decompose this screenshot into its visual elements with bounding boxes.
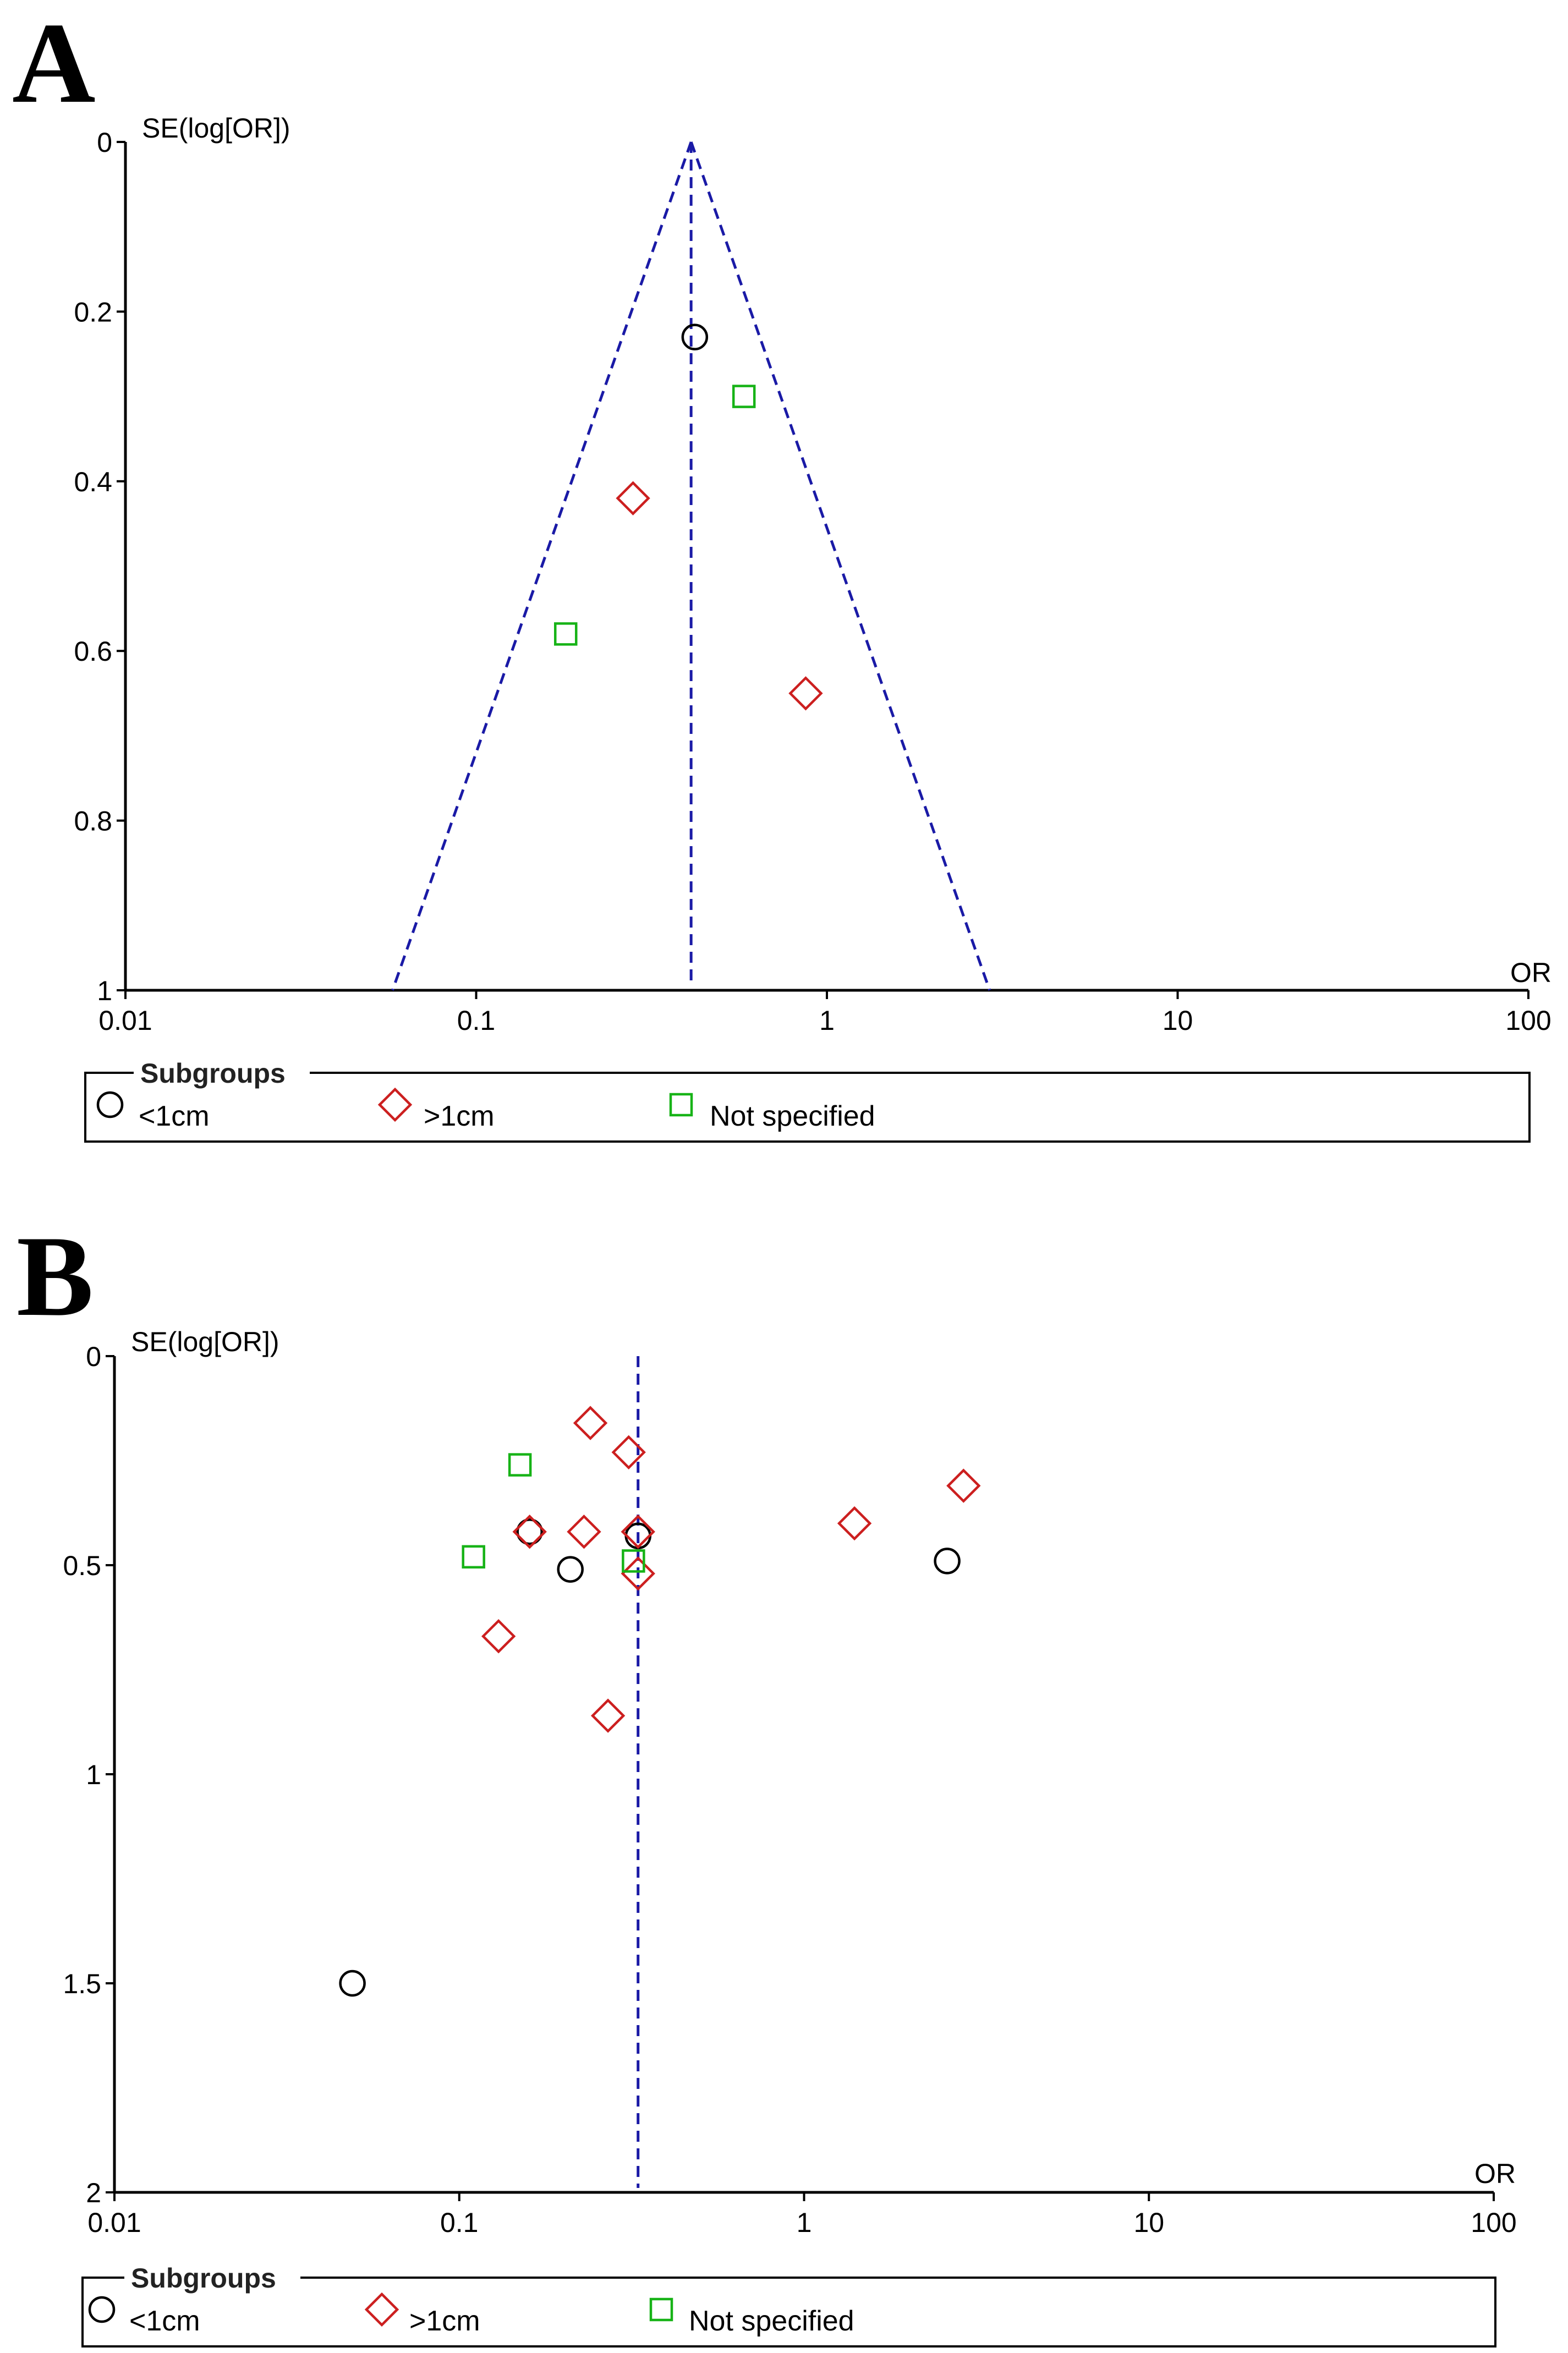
- point-square: [622, 1549, 645, 1573]
- point-diamond: [573, 1406, 608, 1440]
- point-diamond: [837, 1506, 872, 1541]
- point-diamond: [946, 1468, 981, 1503]
- legend-marker-diamond: [364, 2292, 399, 2327]
- y-tick-label: 0: [86, 1341, 101, 1372]
- point-circle: [339, 1970, 366, 1997]
- point-square: [508, 1453, 532, 1477]
- x-tick-label: 100: [1471, 2207, 1516, 2238]
- legend-marker-circle: [96, 1091, 124, 1118]
- point-diamond: [621, 1556, 655, 1591]
- funnel-plot-a: 00.20.40.60.810.01 0.1 1 10 100SE(log[OR])OR…: [74, 113, 1551, 1143]
- x-tick-label: 0.01: [87, 2207, 141, 2238]
- y-axis-label: SE(log[OR]): [131, 1326, 279, 1357]
- legend-item-label: Not specified: [689, 2305, 854, 2337]
- point-circle: [557, 1556, 584, 1583]
- legend-title-gap: [124, 2272, 300, 2285]
- legend-item-label: Not specified: [710, 1100, 875, 1132]
- point-square: [462, 1545, 485, 1569]
- funnel-left-line: [391, 141, 693, 991]
- point-diamond: [567, 1515, 601, 1549]
- legend-marker-diamond: [377, 1087, 413, 1122]
- point-diamond: [788, 676, 823, 711]
- y-tick-label: 0.6: [74, 636, 112, 667]
- legend-item-label: >1cm: [409, 2305, 480, 2337]
- x-tick-label: 1: [819, 1005, 835, 1036]
- legend-marker-square: [649, 2297, 673, 2322]
- x-axis-label: OR: [1474, 2158, 1516, 2189]
- x-tick-label: 0.1: [440, 2207, 479, 2238]
- y-tick-label: 1: [86, 1759, 101, 1790]
- legend-title-gap: [134, 1067, 310, 1080]
- y-tick-label: 1.5: [63, 1968, 101, 1999]
- point-square: [732, 385, 756, 408]
- point-circle: [934, 1548, 961, 1575]
- point-diamond: [590, 1698, 626, 1733]
- panel-label-a: A: [12, 0, 96, 127]
- legend-title: Subgroups: [140, 1058, 286, 1089]
- point-square: [553, 622, 578, 646]
- legend-item-label: <1cm: [139, 1100, 210, 1132]
- x-tick-label: 0.1: [457, 1005, 496, 1036]
- point-diamond: [481, 1619, 516, 1654]
- x-tick-label: 100: [1505, 1005, 1551, 1036]
- y-tick-label: 1: [97, 975, 112, 1006]
- funnel-plot-b: 0 0.5 1 1.5 20.01 0.1 1 10 100 SE(log[OR]) OR Subgr…: [63, 1326, 1517, 2347]
- y-tick-label: 0: [97, 127, 112, 158]
- panel-label-b: B: [17, 1213, 94, 1340]
- legend-item-label: >1cm: [424, 1100, 495, 1132]
- legend-title: Subgroups: [131, 2263, 276, 2294]
- funnel-right-line: [689, 141, 991, 991]
- y-tick-label: 2: [86, 2178, 101, 2208]
- point-circle: [516, 1518, 543, 1545]
- x-tick-label: 0.01: [98, 1005, 152, 1036]
- legend-marker-circle: [88, 2296, 116, 2323]
- y-tick-label: 0.2: [74, 297, 112, 327]
- legend-box: [81, 2277, 1496, 2347]
- legend-box: [84, 1072, 1531, 1143]
- y-tick-label: 0.4: [74, 467, 112, 497]
- x-tick-label: 10: [1133, 2207, 1164, 2238]
- legend-item-label: <1cm: [129, 2305, 200, 2337]
- x-tick-label: 1: [797, 2207, 812, 2238]
- legend-marker-square: [669, 1093, 693, 1117]
- point-diamond: [621, 1515, 655, 1549]
- x-axis-label: OR: [1510, 957, 1551, 988]
- point-diamond: [512, 1515, 547, 1549]
- y-axis-label: SE(log[OR]): [142, 113, 290, 144]
- y-tick-label: 0.5: [63, 1550, 101, 1581]
- y-tick-label: 0.8: [74, 806, 112, 837]
- point-circle: [681, 323, 709, 350]
- point-diamond: [616, 481, 650, 515]
- point-diamond: [611, 1435, 646, 1469]
- x-tick-label: 10: [1163, 1005, 1193, 1036]
